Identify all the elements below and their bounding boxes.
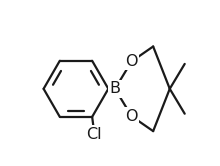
Text: O: O [125, 109, 138, 124]
Text: B: B [110, 81, 121, 96]
Text: Cl: Cl [86, 127, 102, 142]
Text: O: O [125, 54, 138, 69]
